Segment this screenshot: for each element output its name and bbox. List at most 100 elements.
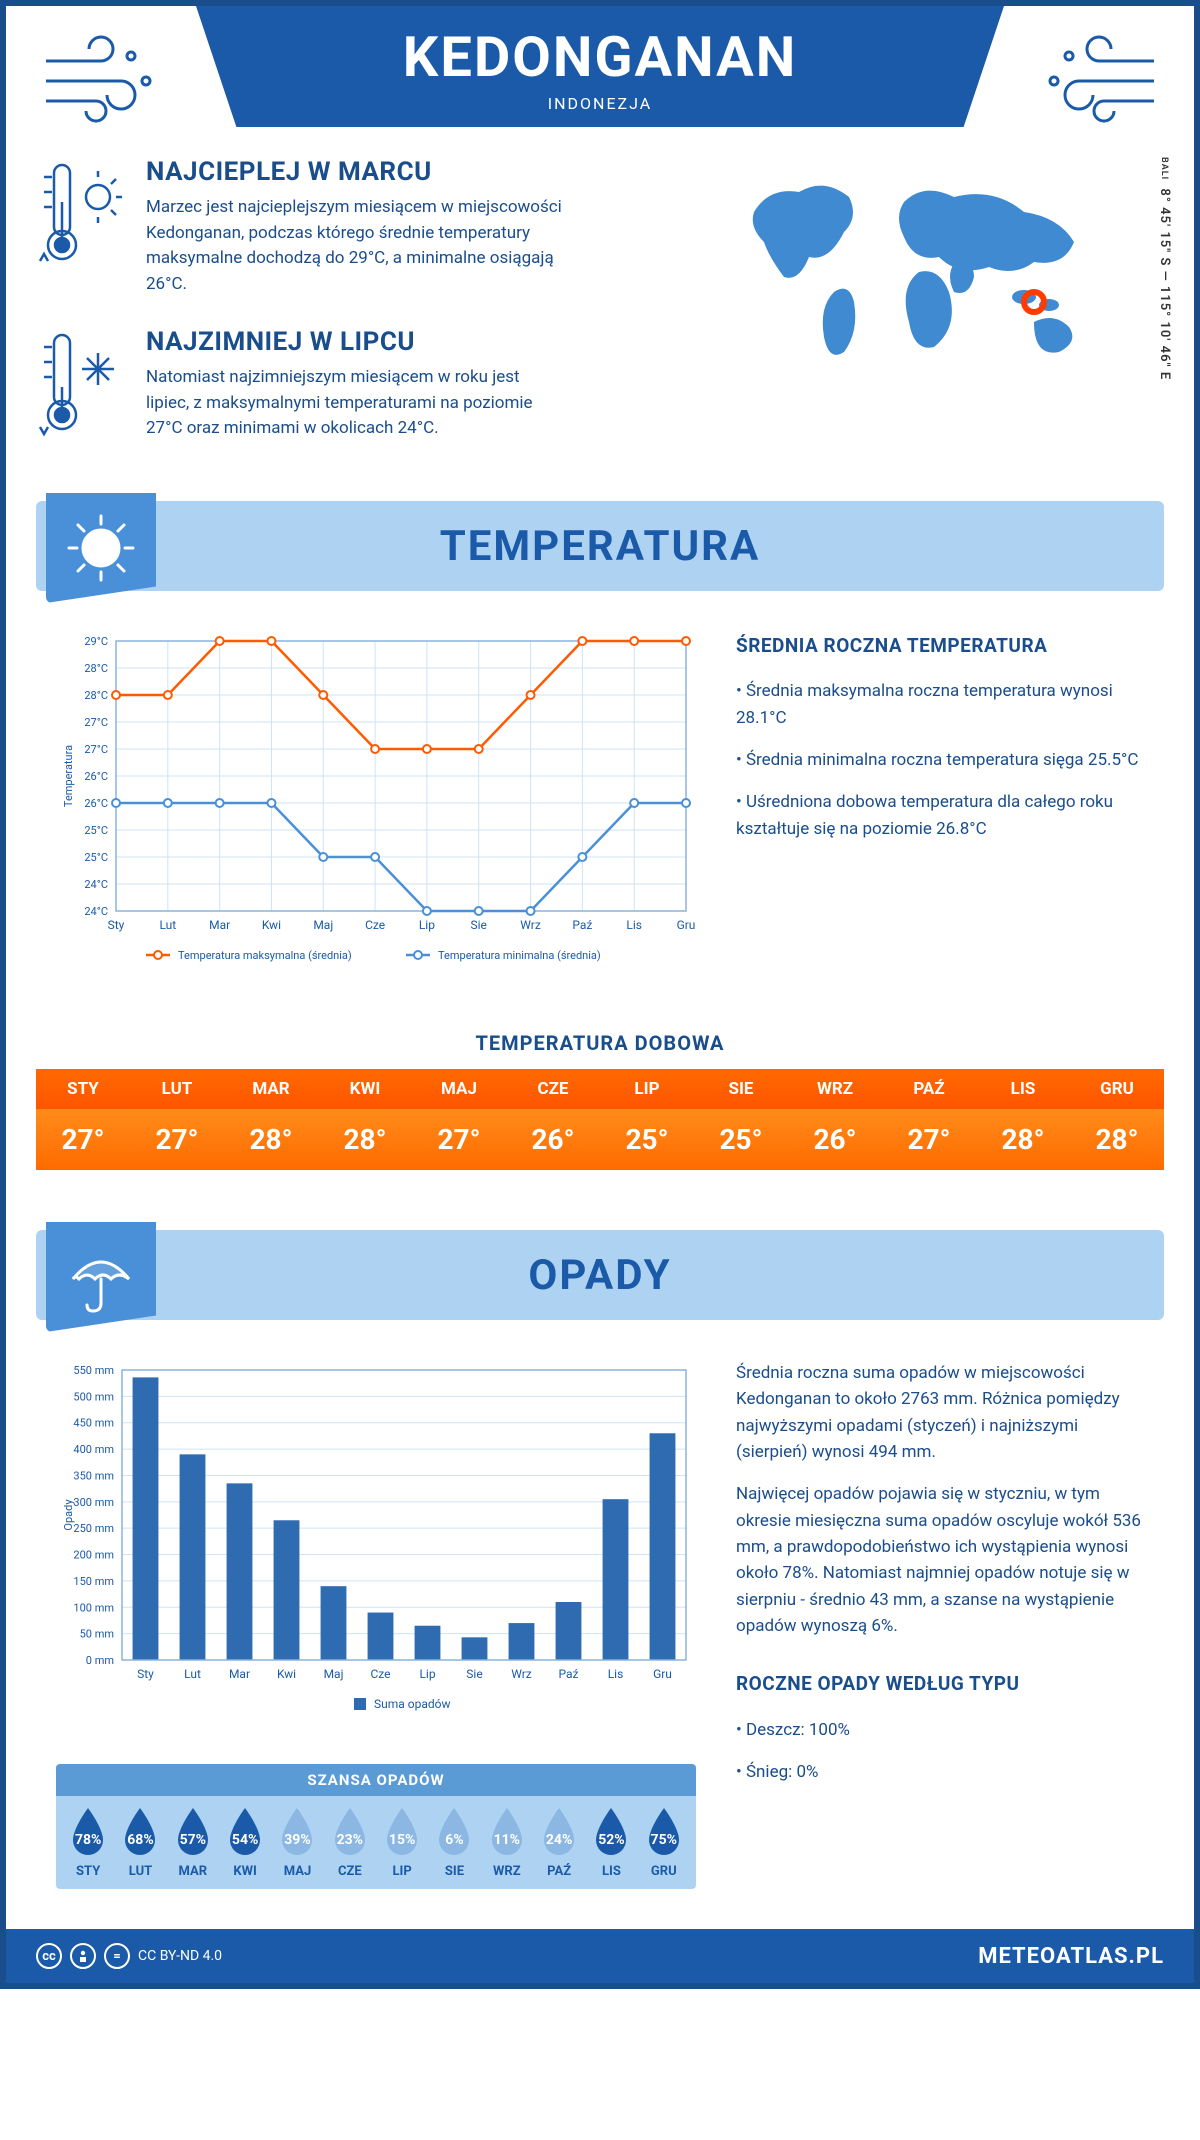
world-map-icon	[724, 157, 1124, 377]
svg-text:Sie: Sie	[471, 918, 487, 932]
daily-cell: MAJ27°	[412, 1069, 506, 1170]
wind-icon-right	[1024, 26, 1164, 126]
by-icon	[70, 1943, 96, 1969]
chance-cell: 24%PAŹ	[533, 1806, 585, 1879]
svg-text:26°C: 26°C	[84, 770, 108, 783]
svg-text:25°C: 25°C	[84, 851, 108, 864]
daily-cell: LUT27°	[130, 1069, 224, 1170]
svg-text:Lip: Lip	[419, 1667, 435, 1681]
wind-icon-left	[36, 26, 176, 126]
svg-text:Lut: Lut	[184, 1667, 201, 1681]
svg-text:400 mm: 400 mm	[73, 1443, 114, 1456]
daily-cell: WRZ26°	[788, 1069, 882, 1170]
precip-type-title: ROCZNE OPADY WEDŁUG TYPU	[736, 1669, 1144, 1698]
precip-section-bar: OPADY	[36, 1230, 1164, 1320]
svg-text:50 mm: 50 mm	[80, 1628, 114, 1641]
coldest-body: Natomiast najzimniejszym miesiącem w rok…	[146, 365, 566, 442]
header: KEDONGANAN INDONEZJA	[36, 26, 1164, 127]
svg-text:550 mm: 550 mm	[73, 1364, 114, 1377]
umbrella-icon	[46, 1222, 156, 1332]
thermometer-snow-icon	[36, 327, 126, 451]
svg-text:Paź: Paź	[559, 1667, 579, 1681]
svg-text:Cze: Cze	[370, 1667, 390, 1681]
warmest-body: Marzec jest najcieplejszym miesiącem w m…	[146, 195, 566, 297]
daily-temp-title: TEMPERATURA DOBOWA	[36, 1031, 1164, 1055]
svg-text:Mar: Mar	[229, 1667, 250, 1681]
svg-text:28°C: 28°C	[84, 662, 108, 675]
daily-cell: GRU28°	[1070, 1069, 1164, 1170]
svg-text:Temperatura minimalna (średnia: Temperatura minimalna (średnia)	[438, 949, 601, 962]
chance-cell: 52%LIS	[585, 1806, 637, 1879]
daily-cell: SIE25°	[694, 1069, 788, 1170]
svg-text:300 mm: 300 mm	[73, 1496, 114, 1509]
license-text: CC BY-ND 4.0	[138, 1948, 222, 1964]
daily-temp-table: STY27°LUT27°MAR28°KWI28°MAJ27°CZE26°LIP2…	[36, 1069, 1164, 1170]
svg-text:28°C: 28°C	[84, 689, 108, 702]
svg-text:Wrz: Wrz	[520, 918, 541, 932]
svg-text:Gru: Gru	[677, 918, 696, 932]
coordinates: BALI 8° 45' 15" S — 115° 10' 46" E	[1157, 157, 1172, 380]
svg-text:Opady: Opady	[62, 1499, 75, 1531]
svg-text:Maj: Maj	[313, 918, 333, 932]
precip-heading: OPADY	[528, 1251, 671, 1300]
temperature-section-bar: TEMPERATURA	[36, 501, 1164, 591]
svg-text:200 mm: 200 mm	[73, 1549, 114, 1562]
svg-text:24°C: 24°C	[84, 878, 108, 891]
svg-text:150 mm: 150 mm	[73, 1575, 114, 1588]
chance-cell: 68%LUT	[114, 1806, 166, 1879]
thermometer-sun-icon	[36, 157, 126, 297]
chance-title: SZANSA OPADÓW	[56, 1764, 696, 1796]
chance-cell: 75%GRU	[638, 1806, 690, 1879]
temperature-info: ŚREDNIA ROCZNA TEMPERATURA • Średnia mak…	[736, 631, 1144, 991]
svg-text:26°C: 26°C	[84, 797, 108, 810]
svg-text:Lut: Lut	[159, 918, 176, 932]
svg-text:27°C: 27°C	[84, 743, 108, 756]
daily-cell: CZE26°	[506, 1069, 600, 1170]
page-subtitle: INDONEZJA	[196, 94, 1004, 113]
chance-cell: 11%WRZ	[481, 1806, 533, 1879]
footer: cc = CC BY-ND 4.0 METEOATLAS.PL	[6, 1929, 1194, 1983]
svg-text:350 mm: 350 mm	[73, 1469, 114, 1482]
svg-text:Temperatura maksymalna (średni: Temperatura maksymalna (średnia)	[178, 949, 352, 962]
precip-bar-chart: 0 mm 50 mm 100 mm 150 mm 200 mm 250 mm 300 mm 3…	[56, 1360, 696, 1740]
svg-text:Suma opadów: Suma opadów	[374, 1697, 451, 1711]
temp-bullet: • Średnia maksymalna roczna temperatura …	[736, 678, 1144, 731]
temp-bullet: • Średnia minimalna roczna temperatura s…	[736, 747, 1144, 773]
svg-text:Mar: Mar	[209, 918, 230, 932]
svg-text:500 mm: 500 mm	[73, 1390, 114, 1403]
svg-text:Sie: Sie	[466, 1667, 482, 1681]
svg-text:Kwi: Kwi	[262, 918, 281, 932]
svg-text:100 mm: 100 mm	[73, 1601, 114, 1614]
precip-type: • Deszcz: 100%	[736, 1717, 1144, 1743]
svg-text:Wrz: Wrz	[511, 1667, 532, 1681]
svg-text:250 mm: 250 mm	[73, 1522, 114, 1535]
svg-text:Lip: Lip	[419, 918, 435, 932]
svg-text:29°C: 29°C	[84, 635, 108, 648]
chance-cell: 23%CZE	[324, 1806, 376, 1879]
chance-cell: 78%STY	[62, 1806, 114, 1879]
daily-cell: STY27°	[36, 1069, 130, 1170]
temp-info-title: ŚREDNIA ROCZNA TEMPERATURA	[736, 631, 1144, 660]
temperature-heading: TEMPERATURA	[440, 522, 761, 571]
world-map-block: BALI 8° 45' 15" S — 115° 10' 46" E	[724, 157, 1164, 481]
precip-p1: Średnia roczna suma opadów w miejscowośc…	[736, 1360, 1144, 1465]
svg-text:Gru: Gru	[653, 1667, 672, 1681]
page-title: KEDONGANAN	[196, 24, 1004, 90]
svg-text:Paź: Paź	[572, 918, 592, 932]
chance-cell: 54%KWI	[219, 1806, 271, 1879]
chance-cell: 6%SIE	[428, 1806, 480, 1879]
precip-info: Średnia roczna suma opadów w miejscowośc…	[736, 1360, 1144, 1889]
svg-text:0 mm: 0 mm	[86, 1654, 114, 1667]
temperature-line-chart: 24°C24°C25°C25°C26°C26°C27°C27°C28°C28°C…	[56, 631, 696, 991]
title-banner: KEDONGANAN INDONEZJA	[196, 6, 1004, 127]
svg-text:Lis: Lis	[608, 1667, 624, 1681]
svg-text:Kwi: Kwi	[277, 1667, 296, 1681]
chance-cell: 15%LIP	[376, 1806, 428, 1879]
daily-cell: KWI28°	[318, 1069, 412, 1170]
warmest-block: NAJCIEPLEJ W MARCU Marzec jest najcieple…	[36, 157, 694, 297]
svg-text:Lis: Lis	[626, 918, 642, 932]
chance-cell: 39%MAJ	[271, 1806, 323, 1879]
coldest-title: NAJZIMNIEJ W LIPCU	[146, 327, 566, 357]
svg-text:Maj: Maj	[324, 1667, 344, 1681]
svg-text:27°C: 27°C	[84, 716, 108, 729]
